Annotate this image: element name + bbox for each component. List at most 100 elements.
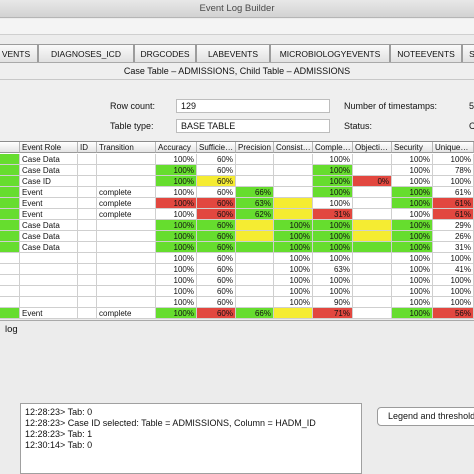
metric-cell[interactable]: 100% (313, 242, 353, 253)
metric-cell[interactable] (236, 165, 274, 176)
metric-cell[interactable]: 71% (313, 308, 353, 319)
column-header[interactable] (0, 142, 20, 153)
metric-cell[interactable] (236, 220, 274, 231)
event-role-cell[interactable]: Case Data (20, 231, 78, 242)
metric-cell[interactable] (236, 286, 274, 297)
metric-cell[interactable]: 100% (156, 275, 197, 286)
row-indicator-cell[interactable] (0, 264, 20, 275)
metric-cell[interactable]: 100% (392, 209, 433, 220)
metric-cell[interactable]: 78% (433, 165, 474, 176)
metric-cell[interactable]: 100% (313, 231, 353, 242)
id-cell[interactable] (78, 231, 97, 242)
metric-cell[interactable]: 100% (156, 242, 197, 253)
metric-cell[interactable]: 41% (433, 264, 474, 275)
metric-cell[interactable]: 60% (197, 253, 236, 264)
metric-cell[interactable]: 60% (197, 176, 236, 187)
metric-cell[interactable]: 100% (156, 154, 197, 165)
log-output[interactable]: 12:28:23> Tab: 0 12:28:23> Case ID selec… (20, 403, 362, 474)
metric-cell[interactable]: 100% (313, 286, 353, 297)
row-indicator-cell[interactable] (0, 187, 20, 198)
id-cell[interactable] (78, 187, 97, 198)
column-header[interactable]: Event Role (20, 142, 78, 153)
metric-cell[interactable]: 100% (313, 154, 353, 165)
metric-cell[interactable]: 100% (392, 165, 433, 176)
metric-cell[interactable]: 60% (197, 231, 236, 242)
row-indicator-cell[interactable] (0, 165, 20, 176)
metric-cell[interactable] (353, 154, 392, 165)
column-header[interactable]: Precision (236, 142, 274, 153)
metric-cell[interactable] (236, 297, 274, 308)
metric-cell[interactable]: 60% (197, 154, 236, 165)
id-cell[interactable] (78, 209, 97, 220)
id-cell[interactable] (78, 264, 97, 275)
row-indicator-cell[interactable] (0, 308, 20, 319)
metric-cell[interactable]: 100% (274, 275, 313, 286)
metric-cell[interactable]: 100% (156, 297, 197, 308)
id-cell[interactable] (78, 275, 97, 286)
transition-cell[interactable]: complete (97, 209, 156, 220)
row-indicator-cell[interactable] (0, 253, 20, 264)
transition-cell[interactable]: complete (97, 308, 156, 319)
transition-cell[interactable] (97, 220, 156, 231)
metric-cell[interactable]: 100% (313, 165, 353, 176)
row-indicator-cell[interactable] (0, 198, 20, 209)
row-indicator-cell[interactable] (0, 297, 20, 308)
metric-cell[interactable]: 100% (433, 253, 474, 264)
metric-cell[interactable] (274, 187, 313, 198)
row-indicator-cell[interactable] (0, 286, 20, 297)
row-indicator-cell[interactable] (0, 242, 20, 253)
event-role-cell[interactable]: Case Data (20, 220, 78, 231)
column-header[interactable]: Consist… (274, 142, 313, 153)
metric-cell[interactable] (353, 220, 392, 231)
metric-cell[interactable]: 100% (392, 220, 433, 231)
event-role-cell[interactable]: Event (20, 308, 78, 319)
metric-cell[interactable]: 60% (197, 165, 236, 176)
metric-cell[interactable]: 100% (313, 187, 353, 198)
metric-cell[interactable]: 100% (156, 198, 197, 209)
metric-cell[interactable] (236, 231, 274, 242)
tab-labevents[interactable]: LABEVENTS (196, 44, 270, 62)
metric-cell[interactable]: 100% (156, 165, 197, 176)
event-role-cell[interactable]: Case Data (20, 154, 78, 165)
event-role-cell[interactable] (20, 275, 78, 286)
event-role-cell[interactable] (20, 253, 78, 264)
metric-cell[interactable] (236, 176, 274, 187)
tab-microbiologyevents[interactable]: MICROBIOLOGYEVENTS (270, 44, 390, 62)
metric-cell[interactable] (353, 242, 392, 253)
metric-cell[interactable]: 100% (156, 286, 197, 297)
metric-cell[interactable]: 100% (433, 176, 474, 187)
metric-cell[interactable]: 100% (392, 231, 433, 242)
transition-cell[interactable]: complete (97, 187, 156, 198)
metric-cell[interactable]: 60% (197, 275, 236, 286)
transition-cell[interactable] (97, 286, 156, 297)
metric-cell[interactable] (353, 231, 392, 242)
metric-cell[interactable]: 62% (236, 209, 274, 220)
row-indicator-cell[interactable] (0, 176, 20, 187)
metric-cell[interactable]: 60% (197, 242, 236, 253)
id-cell[interactable] (78, 154, 97, 165)
metric-cell[interactable]: 60% (197, 220, 236, 231)
column-header[interactable]: Comple… (313, 142, 353, 153)
transition-cell[interactable] (97, 275, 156, 286)
metric-cell[interactable]: 100% (156, 308, 197, 319)
metric-cell[interactable] (236, 242, 274, 253)
metric-cell[interactable]: 100% (156, 220, 197, 231)
metric-cell[interactable] (353, 253, 392, 264)
metric-cell[interactable]: 100% (392, 242, 433, 253)
metric-cell[interactable]: 100% (392, 275, 433, 286)
event-role-cell[interactable] (20, 297, 78, 308)
metric-cell[interactable]: 60% (197, 209, 236, 220)
metric-cell[interactable] (236, 275, 274, 286)
metric-cell[interactable] (353, 198, 392, 209)
metric-cell[interactable]: 100% (274, 242, 313, 253)
column-header[interactable]: Transition (97, 142, 156, 153)
metric-cell[interactable]: 100% (392, 253, 433, 264)
transition-cell[interactable] (97, 154, 156, 165)
transition-cell[interactable] (97, 231, 156, 242)
tab-events[interactable]: VENTS (0, 44, 38, 62)
id-cell[interactable] (78, 242, 97, 253)
tab-drgcodes[interactable]: DRGCODES (134, 44, 196, 62)
legend-and-thresholds-button[interactable]: Legend and thresholds (377, 407, 474, 426)
metric-cell[interactable]: 100% (313, 253, 353, 264)
event-role-cell[interactable]: Case Data (20, 242, 78, 253)
